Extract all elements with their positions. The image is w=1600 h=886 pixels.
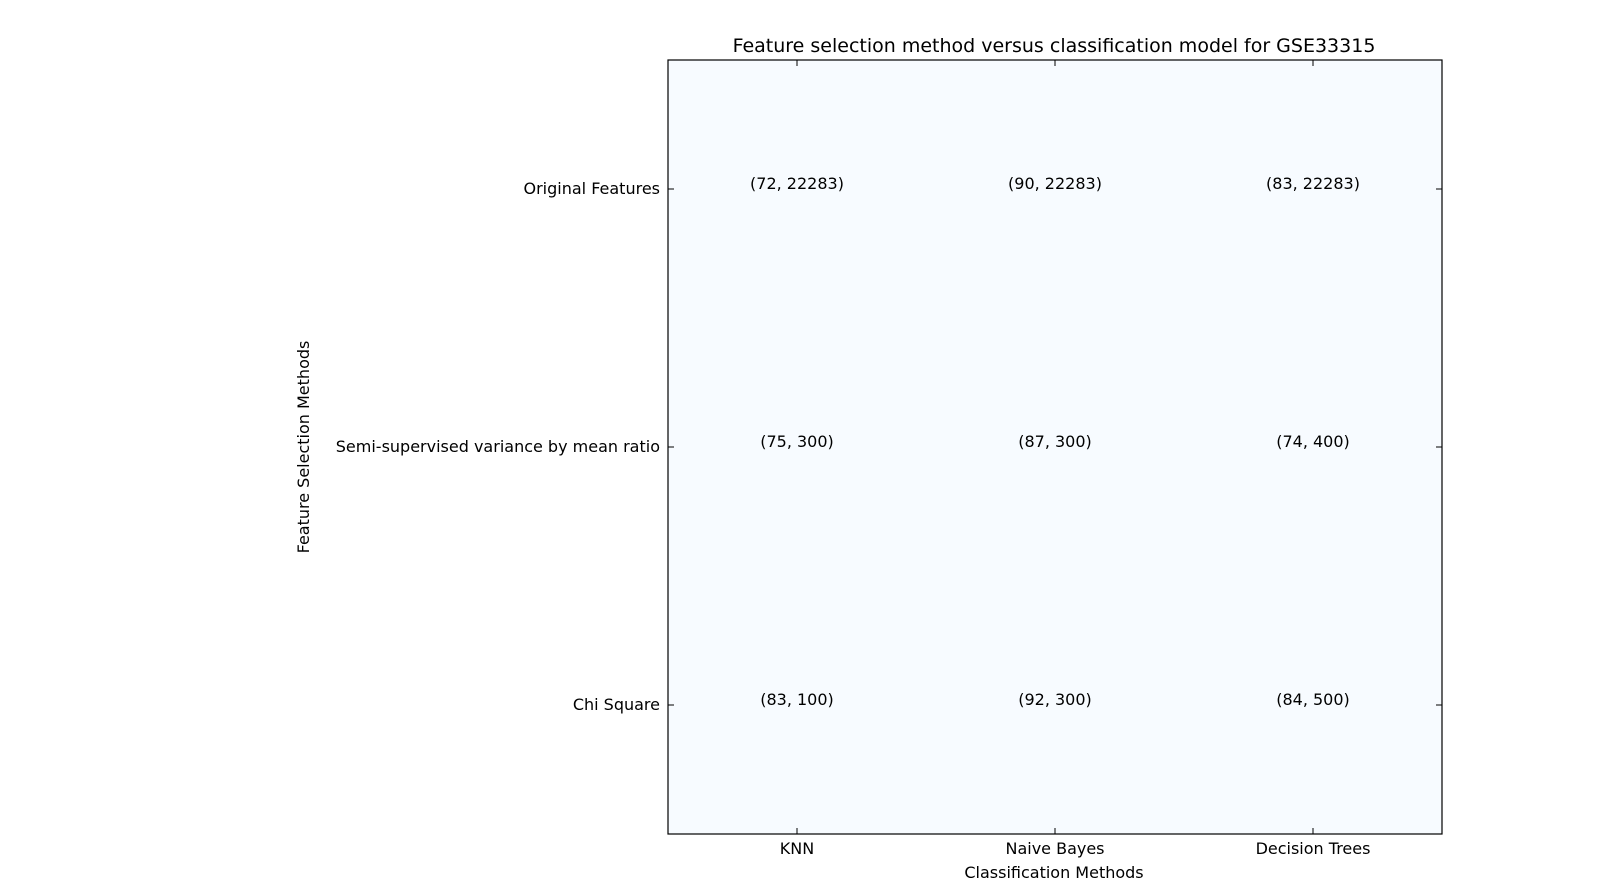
axis-ticks xyxy=(668,60,1442,834)
cell-label-r1-c1: (87, 300) xyxy=(1018,432,1092,451)
x-axis-label: Classification Methods xyxy=(964,863,1143,882)
cell-label-r1-c0: (75, 300) xyxy=(760,432,834,451)
y-tick-label-chi-square: Chi Square xyxy=(573,695,660,714)
x-tick-label-knn: KNN xyxy=(780,839,814,858)
cell-label-r0-c1: (90, 22283) xyxy=(1008,174,1102,193)
y-tick-label-original-features: Original Features xyxy=(524,179,661,198)
cell-label-r0-c0: (72, 22283) xyxy=(750,174,844,193)
cell-label-r1-c2: (74, 400) xyxy=(1276,432,1350,451)
y-tick-label-semi-supervised-variance-by-mean-ratio: Semi-supervised variance by mean ratio xyxy=(336,437,660,456)
cell-label-r2-c1: (92, 300) xyxy=(1018,690,1092,709)
cell-labels: (72, 22283) (90, 22283) (83, 22283) (75, 30… xyxy=(750,174,1360,709)
cell-label-r2-c2: (84, 500) xyxy=(1276,690,1350,709)
plot-area xyxy=(667,59,1443,835)
cell-label-r2-c0: (83, 100) xyxy=(760,690,834,709)
x-tick-labels: KNN Naive Bayes Decision Trees xyxy=(780,839,1371,858)
y-axis-label: Feature Selection Methods xyxy=(294,341,313,554)
chart-title: Feature selection method versus classifi… xyxy=(733,35,1376,57)
x-tick-label-decision-trees: Decision Trees xyxy=(1256,839,1371,858)
cell-label-r0-c2: (83, 22283) xyxy=(1266,174,1360,193)
x-tick-label-naive-bayes: Naive Bayes xyxy=(1005,839,1104,858)
y-tick-labels: Original Features Semi-supervised varianc… xyxy=(336,179,660,714)
